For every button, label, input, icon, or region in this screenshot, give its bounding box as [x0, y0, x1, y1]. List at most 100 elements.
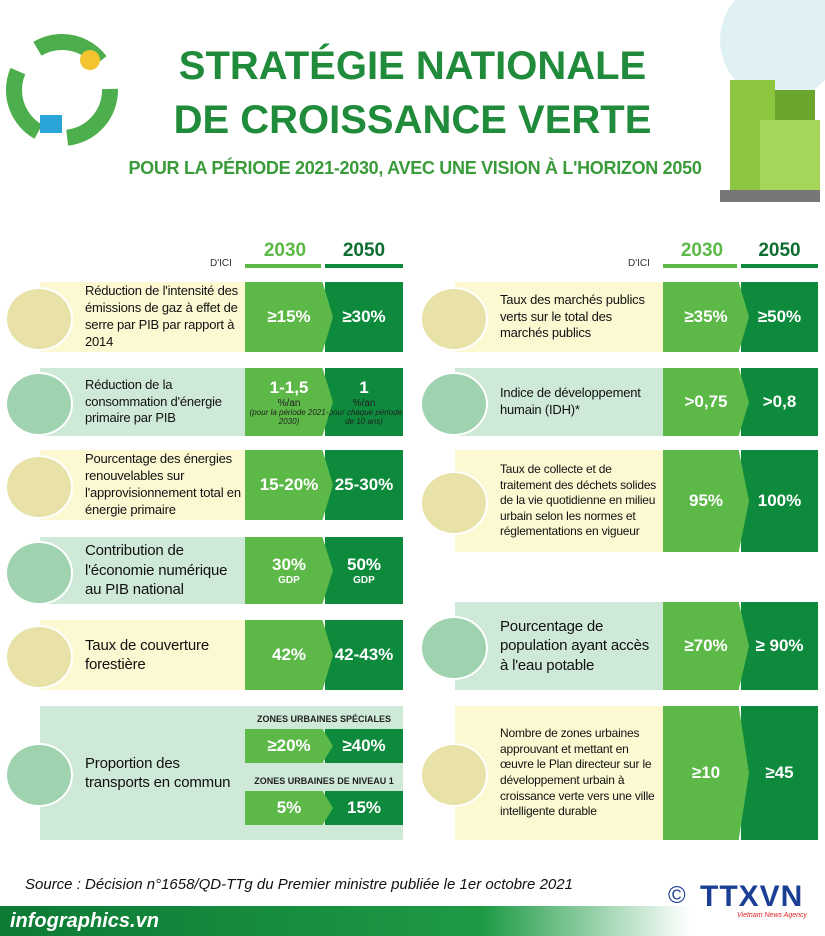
row-text: Nombre de zones urbaines approuvant et m…: [500, 726, 655, 819]
cell-value: 42-43%: [334, 645, 394, 664]
cell-value: 15-20%: [259, 475, 319, 494]
cell-value: ≥50%: [757, 307, 802, 326]
row-text: Taux de couverture forestière: [85, 636, 209, 674]
cell-value: ≥ 90%: [755, 636, 804, 655]
row-icon: [5, 455, 73, 519]
group-label: ZONES URBAINES DE NIVEAU 1: [254, 776, 394, 786]
cell-2030: 95%: [663, 450, 749, 552]
cell-value: (pour chaque période de 10 ans): [325, 407, 403, 426]
row-box: [40, 537, 248, 604]
cell-value: 1: [359, 377, 369, 397]
cell-2050: ≥40%: [325, 729, 403, 763]
header-bar: [325, 264, 403, 268]
footer-band: [0, 906, 690, 936]
cell-value: ≥10: [691, 763, 721, 782]
logo: TTXVN: [700, 880, 804, 913]
cell-value: ≥20%: [267, 736, 311, 755]
cell-2050: ≥ 90%: [741, 602, 818, 690]
cell-2050: ≥45: [741, 706, 818, 840]
row-icon: [420, 372, 488, 436]
cell-2050: ≥50%: [741, 282, 818, 352]
cell-2030: 5%: [245, 791, 333, 825]
cell-value: 30%: [271, 555, 307, 574]
agency: Vietnam News Agency: [737, 912, 808, 919]
cell-2030: 30% GDP: [245, 537, 333, 604]
cell-value: 15%: [346, 798, 382, 817]
cell-value: ≥15%: [267, 307, 311, 326]
cell-2050: 15%: [325, 791, 403, 825]
cell-2050: 42-43%: [325, 620, 403, 690]
group-label: ZONES URBAINES SPÉCIALES: [256, 714, 392, 724]
title: DE CROISSANCE VERTE: [173, 98, 652, 142]
buildings-icon: [720, 0, 825, 202]
header-2030: 2030: [680, 240, 724, 261]
row-text: Réduction de l'intensité des émissions d…: [85, 283, 238, 349]
cell-value: >0,8: [762, 392, 797, 411]
row-box: [455, 368, 665, 436]
row-box: [455, 282, 665, 352]
row-icon: [420, 616, 488, 680]
row-box: [40, 368, 248, 436]
recycle-icon: [6, 34, 118, 146]
cell-value: 1-1,5: [269, 377, 309, 397]
cell-value: 25-30%: [334, 475, 394, 494]
cell-value: %/an: [352, 397, 376, 409]
cell-value: (pour la période 2021-2030): [249, 407, 329, 426]
header-2050: 2050: [342, 240, 386, 261]
row-box: [455, 602, 665, 690]
cell-value: GDP: [353, 575, 375, 586]
cell-value: 42%: [271, 645, 307, 664]
cell-2030: 42%: [245, 620, 333, 690]
row-text: Indice de développement humain (IDH)*: [500, 385, 641, 417]
row-icon: [5, 540, 73, 605]
row-text: Proportion des transports en commun: [85, 754, 231, 792]
cell-2030: >0,75: [663, 368, 749, 436]
row-icon: [5, 625, 73, 689]
cell-value: ≥45: [765, 763, 794, 782]
row-text: Réduction de la consommation d'énergie p…: [85, 376, 222, 426]
cell-2030: ≥10: [663, 706, 749, 840]
header-2030: 2030: [263, 240, 307, 261]
cell-2050: 100%: [741, 450, 818, 552]
row-box: [40, 282, 248, 352]
cell-2050: ≥30%: [325, 282, 403, 352]
cell-value: ≥30%: [342, 307, 386, 326]
row-box: [40, 620, 248, 690]
cell-2050: 50% GDP: [325, 537, 403, 604]
header-bar: [741, 264, 818, 268]
row-box: [455, 450, 665, 552]
cell-value: 95%: [688, 491, 724, 510]
row-icon: [5, 372, 73, 436]
row-icon: [5, 743, 73, 807]
cell-2050: >0,8: [741, 368, 818, 436]
header-2050: 2050: [758, 240, 801, 261]
source: Source : Décision n°1658/QD-TTg du Premi…: [25, 876, 573, 893]
row-text: Taux des marchés publics verts sur le to…: [500, 291, 645, 341]
row-text: Pourcentage de population ayant accès à …: [500, 617, 650, 674]
row-icon: [5, 287, 73, 351]
row-text: Pourcentage des énergies renouvelables s…: [85, 451, 241, 517]
header-label: D'ICI: [210, 258, 232, 269]
row-box: [40, 450, 248, 520]
header-bar: [245, 264, 321, 268]
cell-2050: 25-30%: [325, 450, 403, 520]
cell-value: %/an: [277, 397, 301, 409]
title: STRATÉGIE NATIONALE: [178, 44, 647, 88]
cell-2030: ≥35%: [663, 282, 749, 352]
cell-2030: ≥70%: [663, 602, 749, 690]
site: infographics.vn: [10, 910, 159, 932]
row-icon: [420, 287, 488, 351]
cell-value: 50%: [346, 555, 382, 574]
cell-value: 5%: [276, 798, 302, 817]
header-bar: [663, 264, 737, 268]
subtitle: POUR LA PÉRIODE 2021-2030, AVEC UNE VISI…: [128, 158, 702, 178]
row-icon: [420, 471, 488, 535]
row-text: Contribution de l'économie numérique au …: [85, 542, 228, 599]
cell-value: GDP: [278, 575, 300, 586]
copyright: ©: [668, 882, 686, 909]
cell-2030: ≥20%: [245, 729, 333, 763]
row-text: Taux de collecte et de traitement des dé…: [500, 462, 657, 539]
cell-value: ≥40%: [342, 736, 386, 755]
cell-value: >0,75: [684, 392, 728, 411]
cell-2030: ≥15%: [245, 282, 333, 352]
